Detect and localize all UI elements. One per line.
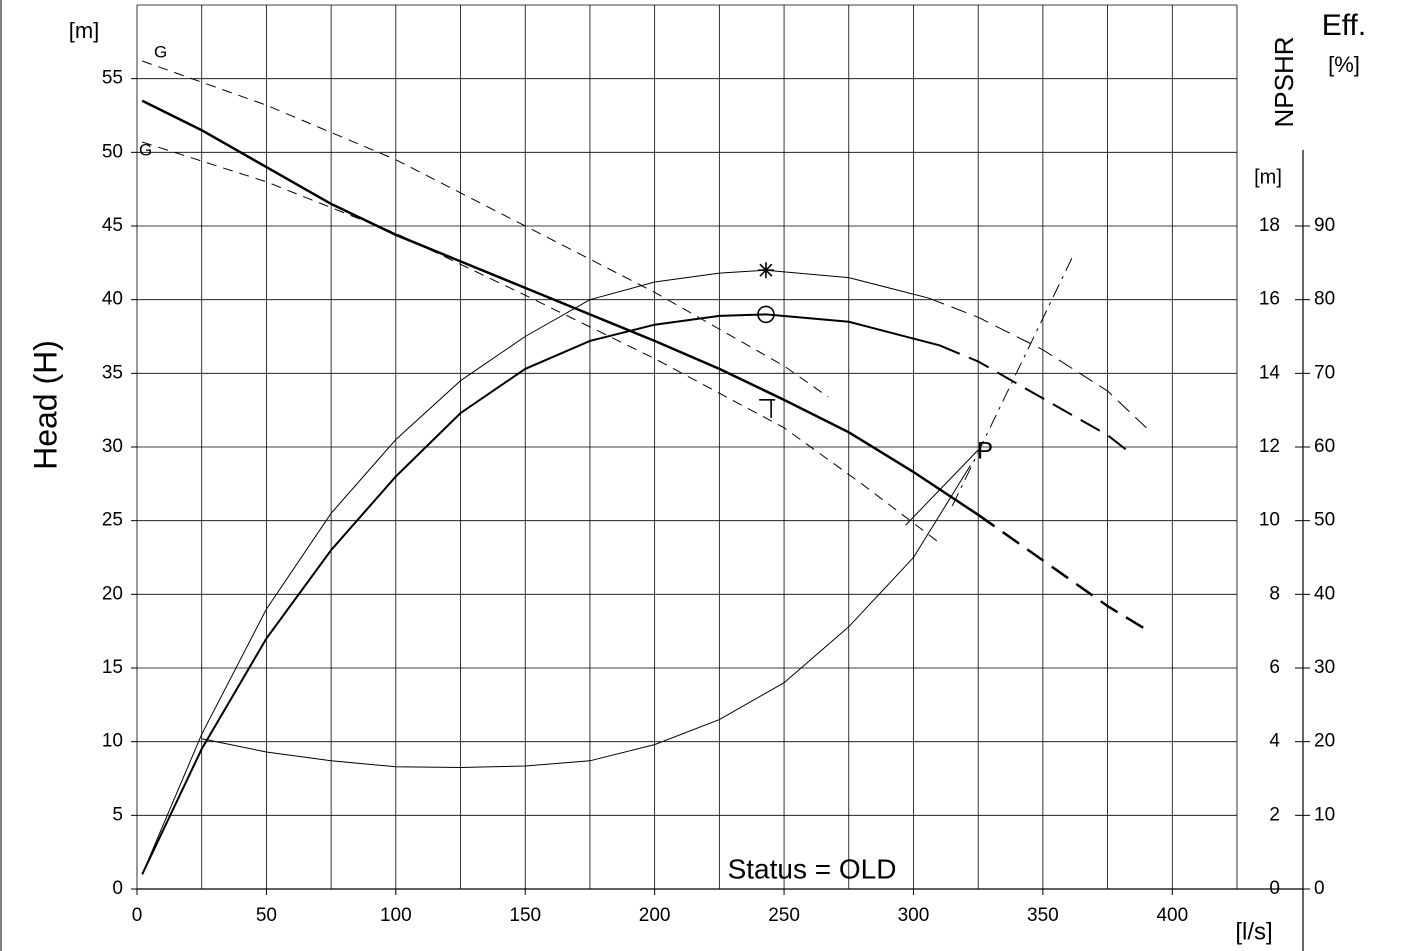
- curve: [141, 269, 930, 875]
- curve: [905, 449, 979, 526]
- curve: [951, 253, 1075, 507]
- marker-circle: [757, 305, 775, 324]
- y3-unit: [%]: [1328, 52, 1360, 77]
- curve: [141, 313, 940, 875]
- x-tick-label: 300: [898, 905, 930, 926]
- y2-tick-label: 8: [1269, 583, 1280, 604]
- annotation: P: [977, 437, 993, 464]
- y2-tick-label: 14: [1259, 362, 1281, 383]
- x-tick-label: 150: [509, 905, 541, 926]
- y-tick-label: 55: [102, 68, 123, 89]
- marker-star: [757, 262, 774, 279]
- y2-tick-label: 18: [1259, 215, 1280, 236]
- y-tick-label: 40: [102, 289, 123, 310]
- x-tick-label: 100: [380, 905, 412, 926]
- curve: [142, 141, 940, 544]
- x-axis-label: [l/s]: [1235, 918, 1272, 945]
- y-tick-label: 5: [112, 804, 123, 825]
- x-tick-label: 50: [256, 905, 277, 926]
- y-tick-label: 35: [102, 362, 123, 383]
- y3-tick-label: 50: [1314, 510, 1335, 531]
- curve: [977, 513, 1148, 631]
- x-tick-label: 350: [1027, 905, 1059, 926]
- y3-tick-label: 90: [1314, 215, 1335, 236]
- y3-tick-label: 10: [1314, 804, 1335, 825]
- y-axis-label: Head (H): [27, 340, 63, 470]
- y3-tick-label: 80: [1314, 289, 1335, 310]
- y2-tick-label: 6: [1269, 657, 1280, 678]
- y-tick-label: 10: [102, 731, 123, 752]
- y2-tick-label: 2: [1269, 804, 1280, 825]
- y2-axis-label: NPSHR: [1269, 36, 1299, 127]
- y2-tick-label: 12: [1259, 436, 1280, 457]
- y-tick-label: 15: [102, 657, 123, 678]
- y-tick-label: 45: [102, 215, 123, 236]
- y3-tick-label: 30: [1314, 657, 1335, 678]
- y2-tick-label: 10: [1259, 510, 1280, 531]
- y-tick-label: 0: [112, 878, 123, 899]
- y3-tick-label: 70: [1314, 362, 1335, 383]
- y-tick-label: 30: [102, 436, 123, 457]
- y2-tick-label: 0: [1269, 878, 1280, 899]
- y-tick-label: 20: [102, 583, 123, 604]
- y3-tick-label: 60: [1314, 436, 1335, 457]
- x-tick-label: 400: [1156, 905, 1188, 926]
- y-unit: [m]: [69, 18, 100, 43]
- y2-unit: [m]: [1254, 166, 1282, 188]
- curve: [201, 465, 971, 769]
- y-tick-label: 25: [102, 510, 123, 531]
- x-tick-label: 200: [639, 905, 671, 926]
- annotation: G: [139, 140, 152, 159]
- y2-tick-label: 16: [1259, 289, 1280, 310]
- y-tick-label: 50: [102, 141, 123, 162]
- curve: [141, 99, 979, 516]
- y3-axis-label: Eff.: [1322, 9, 1366, 42]
- marker-tee: [759, 399, 776, 418]
- y3-tick-label: 20: [1314, 731, 1335, 752]
- y3-tick-label: 40: [1314, 583, 1335, 604]
- x-tick-label: 250: [768, 905, 800, 926]
- y2-tick-label: 4: [1269, 731, 1280, 752]
- curve: [928, 297, 1147, 429]
- x-tick-label: 0: [132, 905, 143, 926]
- y3-tick-label: 0: [1314, 878, 1325, 899]
- curve: [939, 344, 1129, 453]
- annotation: G: [154, 42, 167, 61]
- annotation: Status = OLD: [728, 853, 897, 884]
- curve: [142, 60, 829, 398]
